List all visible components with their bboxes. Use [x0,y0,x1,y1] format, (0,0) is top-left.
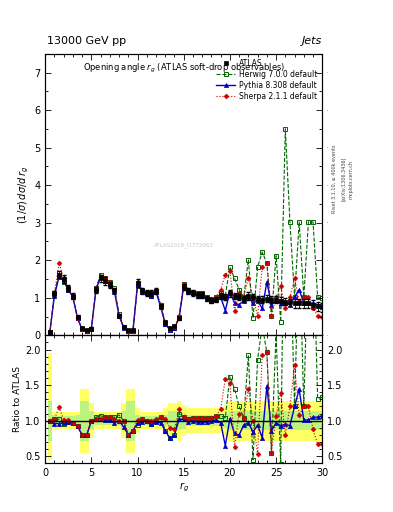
Sherpa 2.1.1 default [57,260,61,266]
Pythia 8.308 default [48,329,52,335]
Line: ATLAS: ATLAS [48,272,324,334]
Sherpa 2.1.1 default [140,287,145,293]
Herwig 7.0.0 default [48,329,52,335]
Text: Rivet 3.1.10, ≥ 400k events: Rivet 3.1.10, ≥ 400k events [332,145,337,214]
ATLAS [223,294,228,300]
Herwig 7.0.0 default [135,283,140,289]
Sherpa 2.1.1 default [98,274,103,280]
Legend: ATLAS, Herwig 7.0.0 default, Pythia 8.308 default, Sherpa 2.1.1 default: ATLAS, Herwig 7.0.0 default, Pythia 8.30… [215,57,318,102]
Line: Herwig 7.0.0 default: Herwig 7.0.0 default [48,127,324,334]
Y-axis label: $(1/\sigma)\,d\sigma/d\,r_g$: $(1/\sigma)\,d\sigma/d\,r_g$ [17,165,31,224]
Sherpa 2.1.1 default [223,271,228,278]
Sherpa 2.1.1 default [121,324,126,330]
Pythia 8.308 default [121,325,126,331]
ATLAS [98,275,103,282]
Sherpa 2.1.1 default [130,328,135,334]
ATLAS [140,288,145,294]
Herwig 7.0.0 default [320,295,325,301]
Herwig 7.0.0 default [126,328,131,334]
Pythia 8.308 default [145,290,149,296]
Text: mcplots.cern.ch: mcplots.cern.ch [349,160,354,199]
Sherpa 2.1.1 default [145,290,149,296]
Y-axis label: Ratio to ATLAS: Ratio to ATLAS [13,367,22,432]
Herwig 7.0.0 default [140,287,145,293]
Sherpa 2.1.1 default [320,313,325,319]
ATLAS [130,327,135,333]
Pythia 8.308 default [98,274,103,280]
ATLAS [145,290,149,296]
Herwig 7.0.0 default [117,311,121,317]
Text: Jets: Jets [302,36,322,46]
ATLAS [57,271,61,278]
Text: ATLAS2019_I1772063: ATLAS2019_I1772063 [154,242,214,248]
Pythia 8.308 default [223,308,228,314]
Line: Sherpa 2.1.1 default: Sherpa 2.1.1 default [48,262,324,334]
Text: [arXiv:1306.3436]: [arXiv:1306.3436] [341,157,346,201]
Herwig 7.0.0 default [94,285,98,291]
Pythia 8.308 default [320,302,325,308]
Pythia 8.308 default [130,328,135,334]
Pythia 8.308 default [140,289,145,295]
Line: Pythia 8.308 default: Pythia 8.308 default [48,275,324,334]
X-axis label: $r_g$: $r_g$ [179,481,189,495]
ATLAS [48,329,52,335]
Pythia 8.308 default [57,274,61,280]
Text: Opening angle $r_g$ (ATLAS soft-drop observables): Opening angle $r_g$ (ATLAS soft-drop obs… [83,62,285,75]
ATLAS [320,304,325,310]
Sherpa 2.1.1 default [48,329,52,335]
ATLAS [121,324,126,330]
Herwig 7.0.0 default [283,126,288,132]
Herwig 7.0.0 default [219,290,223,296]
Text: 13000 GeV pp: 13000 GeV pp [47,36,126,46]
